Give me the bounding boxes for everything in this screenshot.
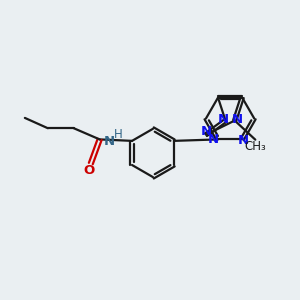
Text: N: N [232, 112, 243, 126]
Text: CH₃: CH₃ [244, 140, 266, 153]
Text: H: H [114, 128, 123, 141]
Text: N: N [238, 134, 249, 147]
Text: O: O [84, 164, 95, 176]
Text: N: N [200, 125, 211, 138]
Text: N: N [208, 133, 219, 146]
Text: N: N [104, 135, 115, 148]
Text: N: N [218, 112, 229, 126]
